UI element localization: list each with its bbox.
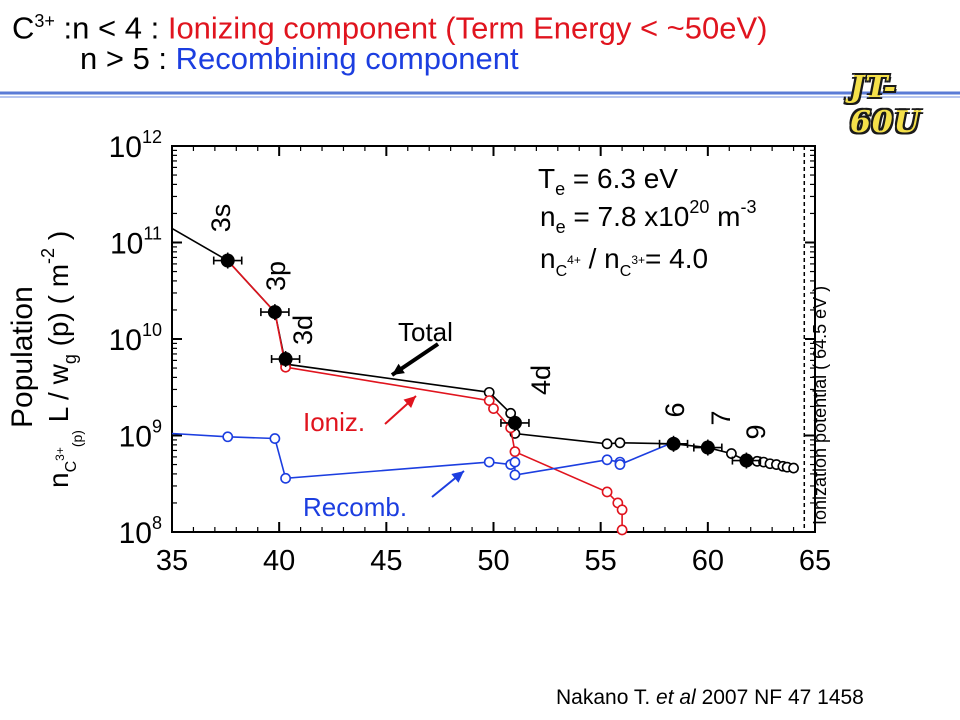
citation-journal: 2007 NF 47 1458 (701, 686, 864, 709)
x-tick-label: 40 (263, 545, 295, 577)
series-line-ioniz (227, 260, 623, 530)
x-tick-label: 45 (370, 545, 402, 577)
series-point-ioniz (601, 486, 613, 498)
ion-charge: 3+ (34, 11, 55, 31)
recombining-condition: n > 5 : (80, 41, 168, 76)
level-label-7: 7 (706, 410, 736, 425)
series-point-total (726, 448, 737, 459)
level-label-3d: 3d (288, 315, 318, 345)
label-ioniz: Ioniz. (303, 407, 365, 437)
x-tick-label: 60 (692, 545, 724, 577)
series-point-recomb (269, 433, 281, 444)
series-point-ioniz (488, 403, 499, 415)
series-point-ioniz (616, 524, 628, 536)
series-point-recomb (509, 469, 521, 481)
measured-point (666, 436, 681, 451)
param-ratio: nC4+ / nC3+= 4.0 (540, 243, 708, 280)
series-point-ioniz (509, 446, 521, 458)
header-banner (0, 91, 960, 98)
series-point-recomb (483, 456, 495, 468)
series-point-recomb (614, 459, 626, 470)
level-label-3s: 3s (206, 204, 236, 233)
series-point-total (788, 462, 799, 474)
ionizing-condition: n < 4 : (72, 10, 160, 46)
ioniz-arrow-head (403, 396, 416, 409)
measured-point (278, 352, 293, 367)
measured-point (700, 440, 715, 455)
param-ne: ne = 7.8 x1020 m-3 (540, 197, 757, 237)
level-label-6: 6 (660, 402, 690, 417)
series-point-recomb (509, 456, 521, 468)
series-point-ioniz (616, 504, 628, 516)
ion-symbol: C (12, 10, 35, 46)
series-point-total (614, 437, 626, 449)
x-tick-label: 65 (799, 545, 831, 577)
level-label-4d: 4d (526, 365, 556, 395)
recombining-description: Recombining component (175, 41, 519, 76)
label-recomb: Recomb. (303, 492, 407, 522)
measured-point (739, 453, 754, 468)
ionization-potential-label: Ionization potential ( 64.5 eV ) (810, 286, 830, 525)
level-label-9: 9 (741, 424, 771, 439)
title-line-1: C3+ :n < 4 : Ionizing component (Term En… (12, 4, 767, 45)
y-axis-title: Population (6, 286, 39, 428)
measured-point (267, 305, 282, 320)
series-point-recomb (222, 431, 234, 443)
label-total: Total (398, 317, 453, 347)
x-tick-label: 50 (477, 545, 509, 577)
level-label-3p: 3p (261, 261, 291, 291)
title-line-2: n > 5 : Recombining component (80, 42, 519, 76)
x-tick-label: 35 (156, 545, 188, 577)
y-tick-label: 108 (119, 513, 162, 550)
measured-point (507, 415, 522, 430)
jt60u-logo: JT-60U (850, 70, 921, 140)
series-point-total (601, 438, 613, 450)
ionizing-description: Ionizing component (Term Energy < ~50eV) (167, 10, 768, 46)
total-arrow-head (392, 363, 405, 375)
y-tick-label: 109 (119, 417, 162, 454)
param-te: Te = 6.3 eV (538, 163, 678, 199)
series-point-recomb (280, 472, 291, 484)
citation-author: Nakano T. (556, 686, 651, 709)
series-point-recomb (601, 454, 613, 466)
y-tick-label: 1011 (110, 224, 162, 261)
recomb-arrow-head (451, 471, 464, 483)
title-separator: : (54, 10, 73, 46)
series-point-ioniz (483, 395, 495, 406)
y-tick-label: 1010 (109, 320, 162, 357)
measured-point (220, 253, 235, 268)
y-axis-formula: nC3+(p) L / wg (p) ( m-2 ) (38, 231, 85, 488)
x-tick-label: 55 (585, 545, 617, 577)
citation: Nakano T. et al 2007 NF 47 1458 (556, 686, 864, 710)
y-tick-label: 1012 (109, 127, 162, 164)
citation-etal: et al (656, 686, 696, 709)
series-line-recomb (171, 432, 674, 480)
